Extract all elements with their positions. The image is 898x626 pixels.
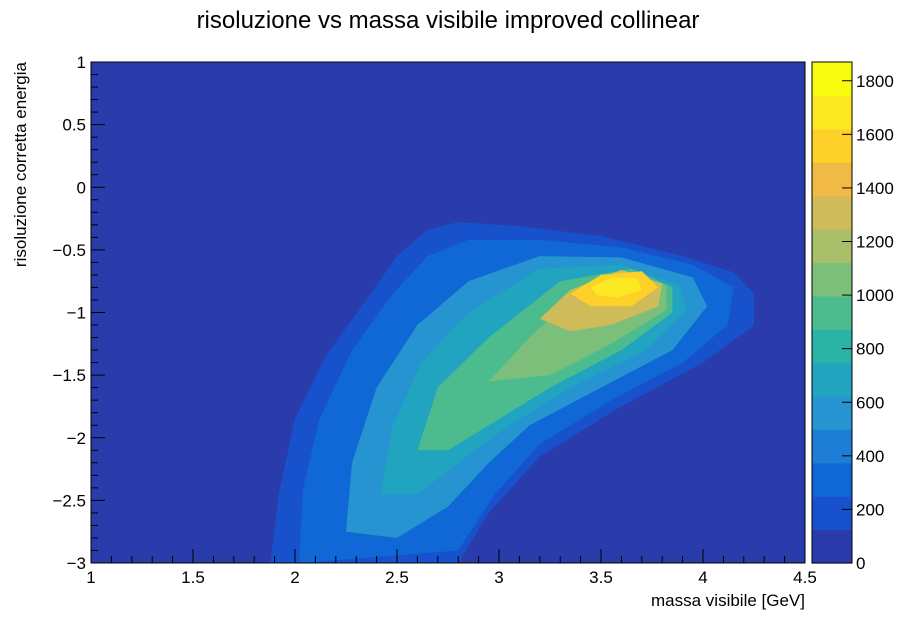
y-tick-label: 0.5 bbox=[62, 116, 86, 135]
y-tick-label: −2 bbox=[67, 429, 86, 448]
color-scale-swatch bbox=[812, 396, 852, 430]
z-tick-label: 200 bbox=[856, 500, 884, 519]
z-tick-label: 1800 bbox=[856, 72, 894, 91]
y-tick-label: −2.5 bbox=[52, 491, 86, 510]
y-tick-label: −3 bbox=[67, 554, 86, 573]
x-tick-label: 2 bbox=[290, 568, 299, 587]
color-scale-swatch bbox=[812, 295, 852, 330]
y-axis-title: risoluzione corretta energia bbox=[11, 61, 30, 267]
color-scale-bar bbox=[811, 61, 853, 564]
color-scale-swatch bbox=[812, 329, 852, 364]
color-scale-swatch bbox=[812, 95, 852, 130]
y-axis: 1 0.5 0 −0.5 −1 −1.5 −2 −2.5 −3 bbox=[52, 53, 105, 573]
x-tick-label: 1 bbox=[86, 568, 95, 587]
color-scale-swatch bbox=[812, 195, 852, 230]
z-tick-label: 400 bbox=[856, 447, 884, 466]
color-scale-frame bbox=[811, 61, 853, 564]
z-tick-label: 1400 bbox=[856, 179, 894, 198]
chart-title: risoluzione vs massa visibile improved c… bbox=[197, 7, 700, 34]
color-scale-swatch bbox=[812, 429, 852, 464]
color-scale-swatch bbox=[812, 262, 852, 297]
z-tick-label: 1600 bbox=[856, 125, 894, 144]
z-tick-label: 800 bbox=[856, 340, 884, 359]
y-tick-label: 0 bbox=[77, 178, 86, 197]
density-region-8 bbox=[590, 277, 642, 298]
color-scale-swatch bbox=[812, 229, 852, 263]
x-axis-title: massa visibile [GeV] bbox=[651, 591, 805, 610]
x-tick-label: 4 bbox=[698, 568, 707, 587]
x-tick-label: 1.5 bbox=[181, 568, 205, 587]
color-scale-swatch bbox=[812, 362, 852, 397]
x-tick-label: 2.5 bbox=[385, 568, 409, 587]
y-tick-label: −0.5 bbox=[52, 241, 86, 260]
x-tick-label: 3 bbox=[494, 568, 503, 587]
color-scale-swatch bbox=[812, 162, 852, 197]
color-scale-swatch bbox=[812, 496, 852, 531]
color-scale-swatch bbox=[812, 62, 852, 96]
x-tick-label: 3.5 bbox=[589, 568, 613, 587]
color-scale-swatch bbox=[812, 462, 852, 497]
color-scale-swatch bbox=[812, 529, 852, 564]
z-tick-label: 600 bbox=[856, 393, 884, 412]
z-tick-label: 0 bbox=[856, 554, 865, 573]
x-tick-label: 4.5 bbox=[793, 568, 817, 587]
y-tick-label: −1.5 bbox=[52, 366, 86, 385]
z-tick-label: 1200 bbox=[856, 233, 894, 252]
density-regions bbox=[270, 222, 754, 564]
y-tick-label: −1 bbox=[67, 304, 86, 323]
y-tick-label: 1 bbox=[77, 53, 86, 72]
color-scale-axis: 0 200 400 600 800 1000 1200 1400 1600 1800 bbox=[842, 72, 894, 573]
z-tick-label: 1000 bbox=[856, 286, 894, 305]
x-axis: 1 1.5 2 2.5 3 3.5 4 4.5 bbox=[86, 549, 817, 587]
